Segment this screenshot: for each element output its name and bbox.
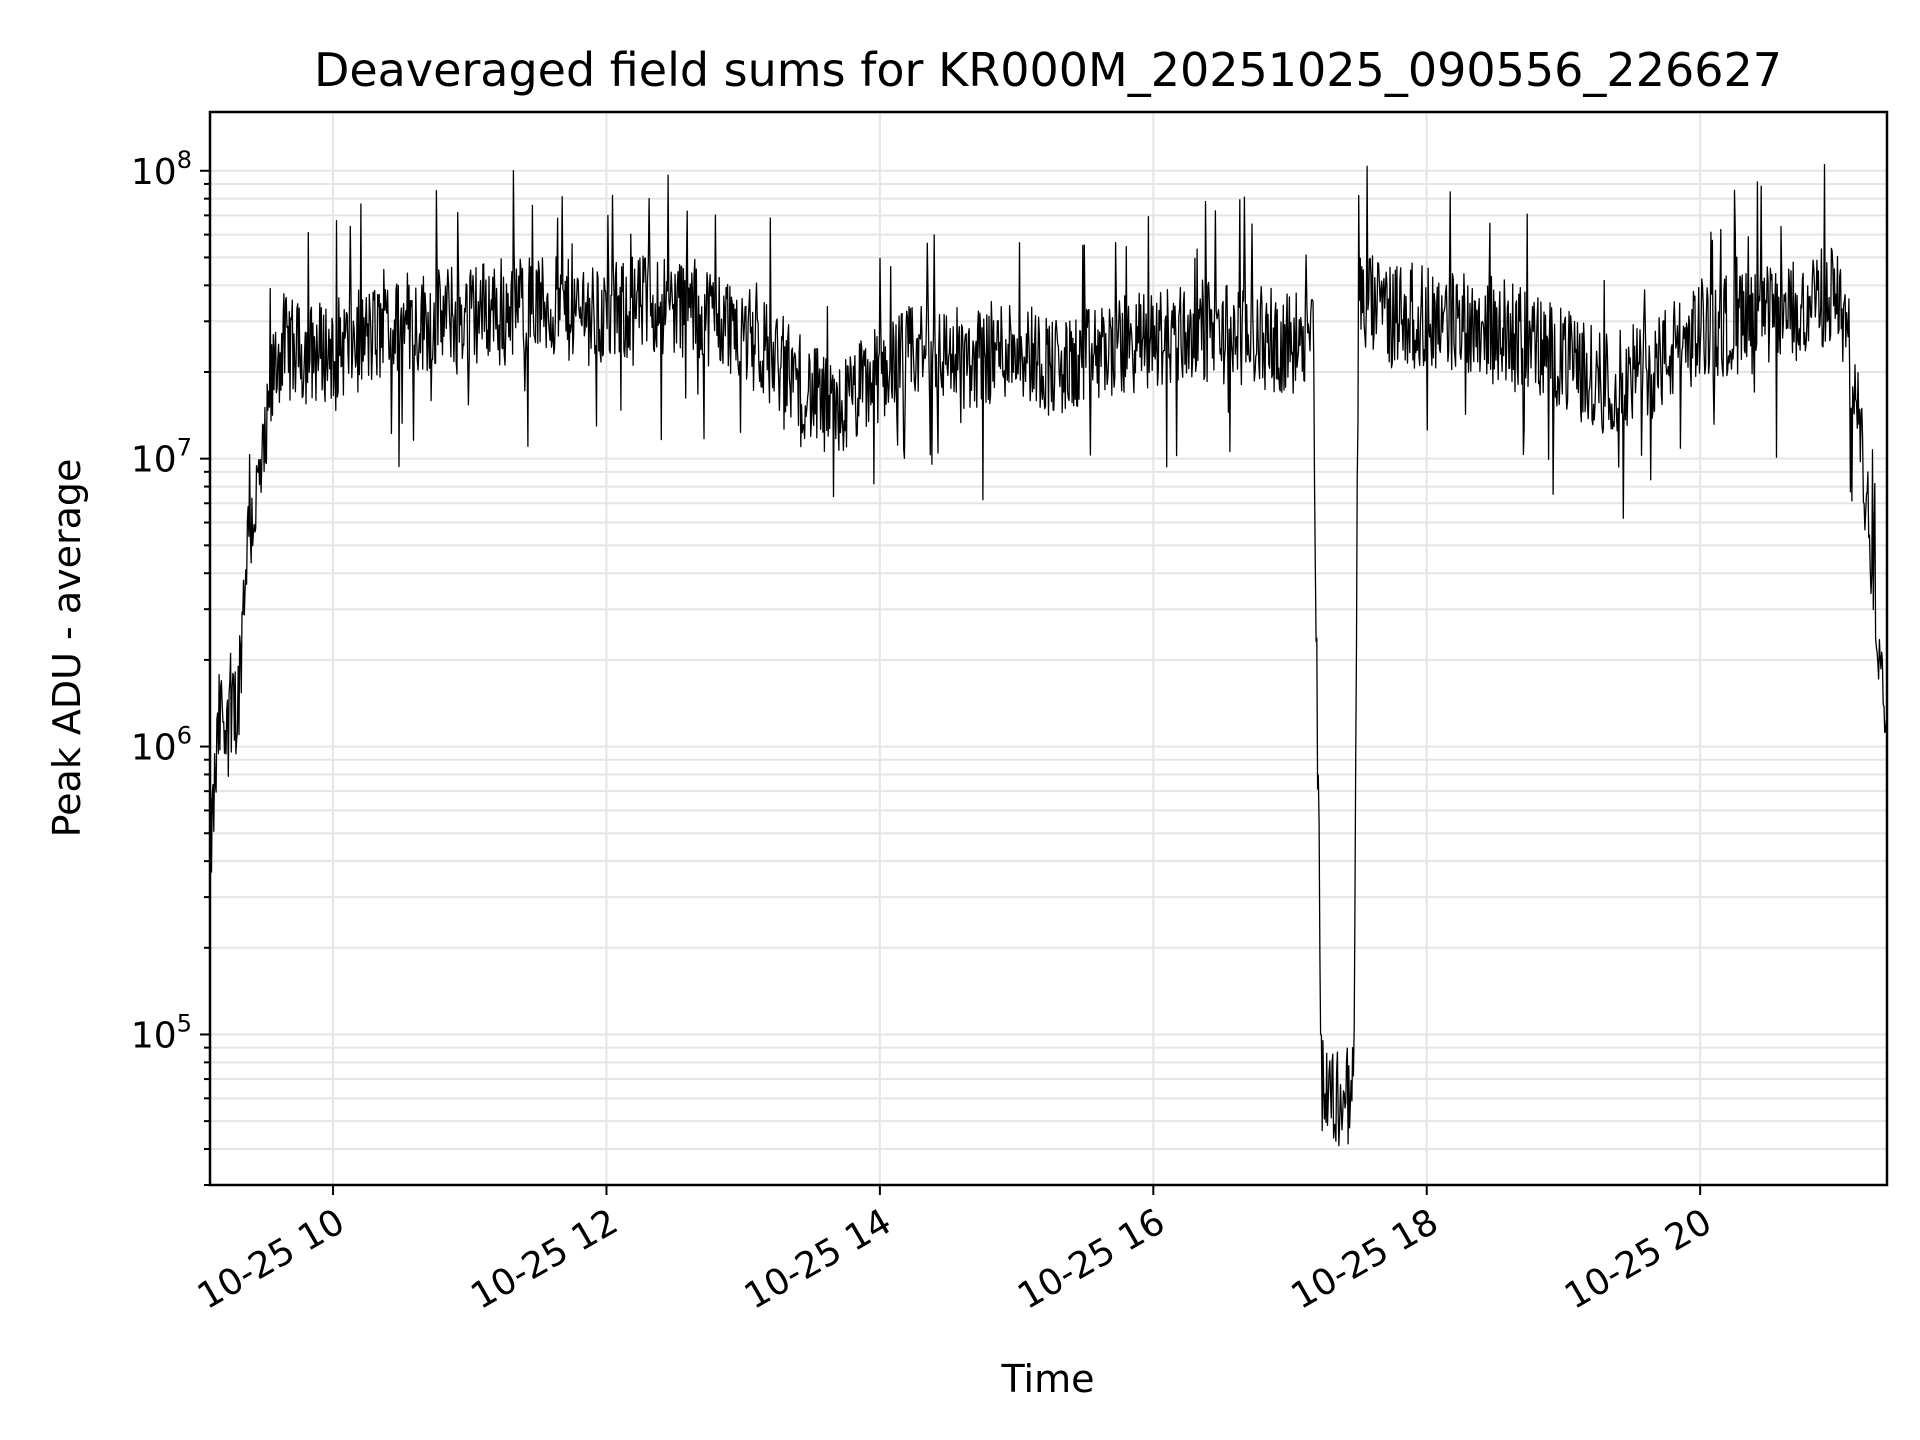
plot-frame [208,110,1889,1187]
x-tick-label: 10-25 20 [1558,1201,1719,1317]
x-axis: 10-25 10 10-25 12 10-25 14 10-25 16 10-25 18… [191,1185,1719,1318]
y-axis: 105 106 107 108 [131,146,210,1186]
series-line [209,163,1888,1147]
y-tick-label: 105 [131,1009,192,1056]
y-tick-label: 107 [131,434,192,481]
y-axis-label: Peak ADU - average [45,459,89,838]
x-tick-label: 10-25 18 [1285,1201,1446,1317]
y-tick-label: 106 [131,722,192,769]
x-tick-label: 10-25 10 [191,1201,352,1317]
series-layer [209,163,1888,1147]
grid [210,112,1887,1186]
x-tick-label: 10-25 14 [738,1201,899,1317]
x-tick-label: 10-25 12 [464,1201,625,1317]
x-axis-label: Time [1001,1357,1095,1401]
chart-title: Deaveraged field sums for KR000M_2025102… [314,43,1782,97]
y-tick-label: 108 [131,146,192,193]
x-tick-label: 10-25 16 [1011,1201,1172,1317]
